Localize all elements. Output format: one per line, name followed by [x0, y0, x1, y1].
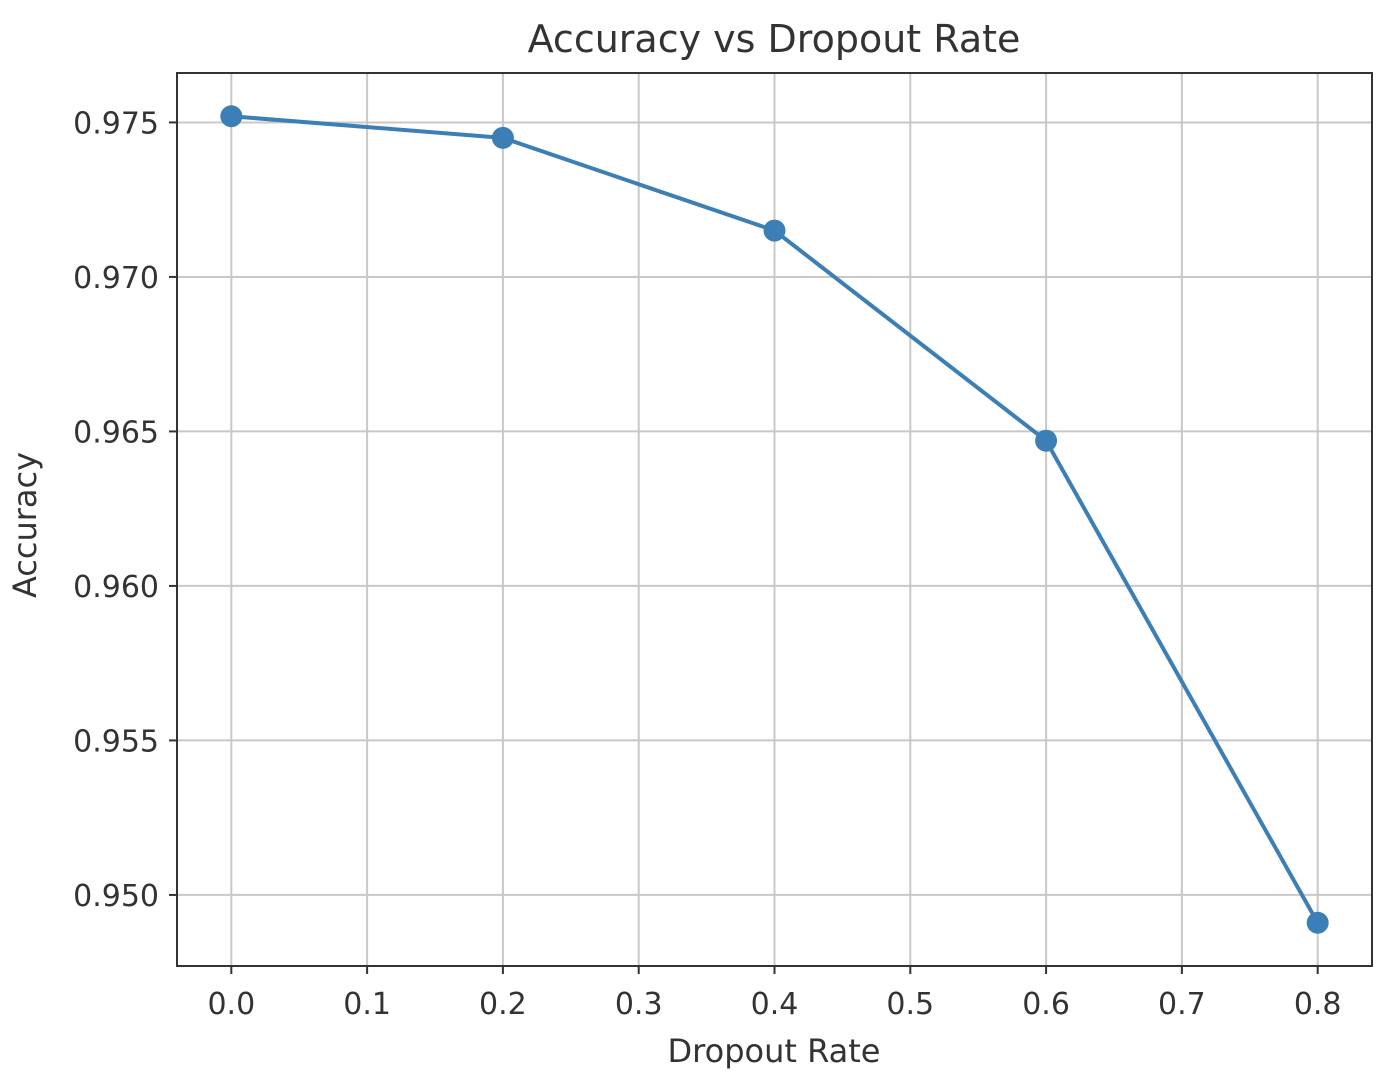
x-tick-label: 0.2: [479, 987, 527, 1022]
y-tick-label: 0.965: [73, 415, 159, 450]
data-point: [763, 219, 786, 242]
x-axis-label: Dropout Rate: [668, 1032, 881, 1070]
x-tick-label: 0.8: [1294, 987, 1342, 1022]
data-point: [1306, 911, 1329, 934]
data-point: [220, 105, 243, 128]
data-point: [491, 126, 514, 149]
y-tick-label: 0.970: [73, 261, 159, 296]
y-axis-label: Accuracy: [6, 452, 44, 598]
data-series: [220, 105, 1329, 934]
data-point: [1035, 429, 1058, 452]
chart-title: Accuracy vs Dropout Rate: [528, 17, 1021, 61]
x-axis-ticks: 0.0 0.1 0.2 0.3 0.4 0.5 0.6 0.7 0.8: [207, 966, 1342, 1022]
y-tick-label: 0.955: [73, 724, 159, 759]
grid: [177, 73, 1372, 966]
x-tick-label: 0.1: [343, 987, 391, 1022]
x-tick-label: 0.0: [207, 987, 255, 1022]
x-tick-label: 0.5: [886, 987, 934, 1022]
x-tick-label: 0.6: [1022, 987, 1070, 1022]
x-tick-label: 0.4: [751, 987, 799, 1022]
x-tick-label: 0.7: [1158, 987, 1206, 1022]
y-axis-ticks: 0.950 0.955 0.960 0.965 0.970 0.975: [73, 106, 177, 914]
y-tick-label: 0.975: [73, 106, 159, 141]
y-tick-label: 0.960: [73, 570, 159, 605]
plot-frame: [176, 72, 1373, 967]
x-tick-label: 0.3: [615, 987, 663, 1022]
y-tick-label: 0.950: [73, 879, 159, 914]
